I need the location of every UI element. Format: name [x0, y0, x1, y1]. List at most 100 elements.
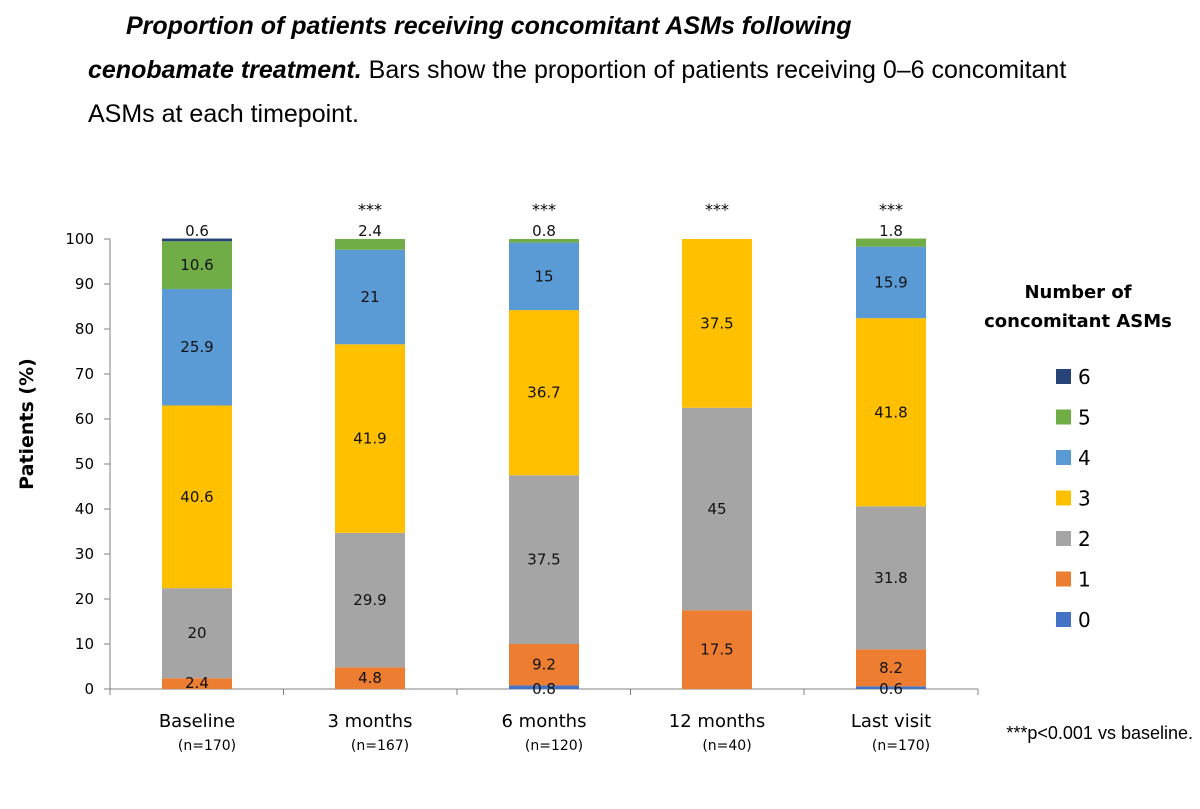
y-tick-label: 60 — [75, 410, 94, 428]
y-tick-label: 20 — [75, 590, 94, 608]
y-tick-label: 40 — [75, 500, 94, 518]
x-category-label: Baseline — [159, 711, 235, 732]
significance-marker: *** — [532, 200, 556, 219]
data-label: 8.2 — [879, 659, 903, 677]
legend-swatch — [1056, 450, 1071, 465]
data-label: 2.4 — [185, 674, 209, 692]
legend-title-line1: Number of — [1024, 282, 1131, 303]
x-sample-size-label: (n=40) — [702, 738, 751, 754]
data-label: 25.9 — [180, 338, 213, 356]
bar-segment — [509, 242, 579, 311]
x-category-label: 3 months — [328, 711, 413, 732]
x-sample-size-label: (n=170) — [178, 738, 236, 754]
data-label: 41.8 — [874, 403, 907, 421]
bar-segment — [162, 588, 232, 679]
bar-segment — [162, 238, 232, 242]
data-label: 1.8 — [879, 222, 903, 240]
legend-label: 0 — [1078, 608, 1091, 632]
significance-marker: *** — [358, 200, 382, 219]
data-label: 21 — [360, 288, 379, 306]
data-label: 37.5 — [527, 551, 560, 569]
bar-segment — [162, 405, 232, 589]
data-label: 0.8 — [532, 680, 556, 698]
data-label: 36.7 — [527, 384, 560, 402]
bar-segment — [335, 344, 405, 533]
y-tick-label: 100 — [65, 230, 94, 248]
data-label: 15 — [534, 267, 553, 285]
legend-label: 2 — [1078, 527, 1091, 551]
data-label: 0.8 — [532, 222, 556, 240]
y-tick-label: 50 — [75, 455, 94, 473]
caption-bold-line1: Proportion of patients receiving concomi… — [126, 12, 852, 40]
bar-segment — [509, 239, 579, 243]
significance-marker: *** — [705, 200, 729, 219]
data-label: 20 — [187, 624, 206, 642]
figure-caption: Proportion of patients receiving concomi… — [88, 4, 1088, 136]
significance-marker: *** — [879, 200, 903, 219]
bar-segment — [335, 249, 405, 345]
legend-swatch — [1056, 612, 1071, 627]
data-label: 37.5 — [700, 314, 733, 332]
data-label: 15.9 — [874, 273, 907, 291]
bar-segment — [509, 644, 579, 686]
legend-title-line2: concomitant ASMs — [984, 311, 1172, 332]
bar-segment — [682, 407, 752, 611]
legend-label: 3 — [1078, 487, 1091, 511]
x-sample-size-label: (n=170) — [872, 738, 930, 754]
bar-segment — [856, 686, 926, 689]
legend-swatch — [1056, 571, 1071, 587]
bar-segment — [162, 241, 232, 289]
x-sample-size-label: (n=167) — [351, 738, 409, 754]
data-label: 40.6 — [180, 488, 213, 506]
bar-segment — [509, 310, 579, 476]
bar-segment — [509, 475, 579, 644]
legend-label: 4 — [1078, 446, 1091, 470]
x-category-label: Last visit — [851, 711, 931, 732]
bar-segment — [856, 246, 926, 319]
y-tick-label: 30 — [75, 545, 94, 563]
caption-description: Bars show the proportion of patients rec… — [88, 56, 1067, 128]
y-axis-title: Patients (%) — [16, 358, 38, 490]
legend-label: 5 — [1078, 406, 1091, 430]
y-tick-label: 70 — [75, 365, 94, 383]
data-label: 29.9 — [353, 591, 386, 609]
bar-segment — [335, 667, 405, 689]
legend-label: 6 — [1078, 365, 1091, 389]
x-sample-size-label: (n=120) — [525, 738, 583, 754]
y-tick-label: 90 — [75, 275, 94, 293]
caption-bold-line2: cenobamate treatment. — [88, 56, 362, 84]
y-tick-label: 80 — [75, 320, 94, 338]
bar-segment — [162, 678, 232, 689]
data-label: 10.6 — [180, 256, 213, 274]
data-label: 0.6 — [185, 222, 209, 240]
data-label: 41.9 — [353, 430, 386, 448]
bar-segment — [856, 649, 926, 687]
data-label: 0.6 — [879, 680, 903, 698]
data-label: 4.8 — [358, 669, 382, 687]
data-label: 45 — [707, 500, 726, 518]
bar-segment — [335, 239, 405, 250]
bar-segment — [162, 288, 232, 406]
legend-swatch — [1056, 369, 1071, 384]
y-tick-label: 10 — [75, 635, 94, 653]
data-label: 17.5 — [700, 641, 733, 659]
legend-swatch — [1056, 531, 1071, 546]
bar-segment — [856, 506, 926, 650]
data-label: 2.4 — [358, 222, 382, 240]
footnote: ***p<0.001 vs baseline. — [1006, 723, 1193, 743]
bar-segment — [509, 685, 579, 689]
x-category-label: 12 months — [669, 711, 765, 732]
bar-segment — [856, 318, 926, 507]
y-tick-label: 0 — [84, 680, 94, 698]
bar-segment — [682, 610, 752, 689]
data-label: 31.8 — [874, 569, 907, 587]
x-category-label: 6 months — [502, 711, 587, 732]
data-label: 9.2 — [532, 656, 556, 674]
legend-label: 1 — [1078, 568, 1091, 592]
legend-swatch — [1056, 490, 1071, 506]
bar-segment — [682, 239, 752, 408]
bar-segment — [335, 532, 405, 668]
legend-swatch — [1056, 409, 1071, 425]
bar-segment — [856, 238, 926, 247]
